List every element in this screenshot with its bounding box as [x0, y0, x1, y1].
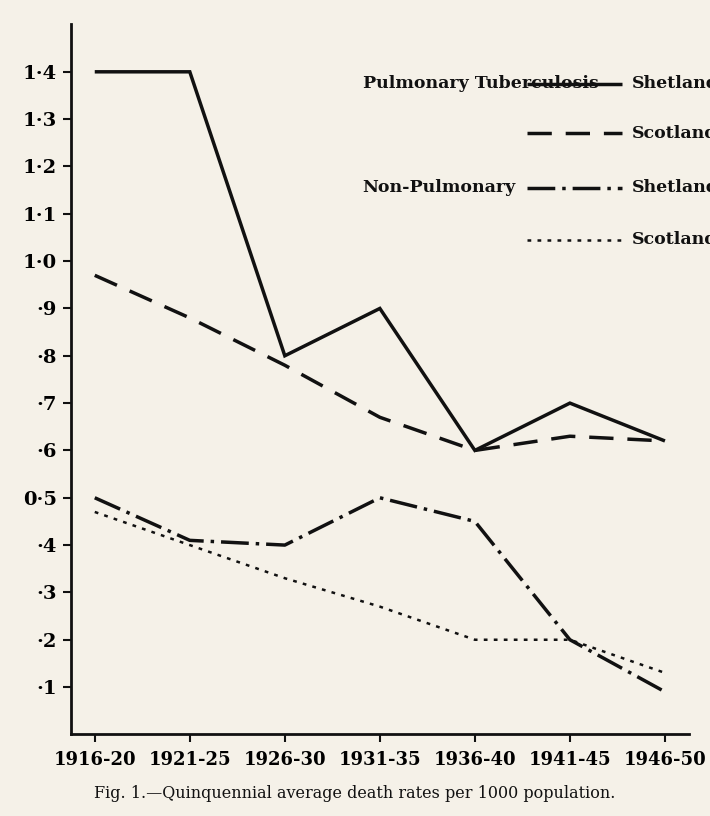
- Text: Fig. 1.—Quinquennial average death rates per 1000 population.: Fig. 1.—Quinquennial average death rates…: [94, 785, 616, 802]
- Text: Shetland: Shetland: [632, 180, 710, 197]
- Text: Scotland: Scotland: [632, 231, 710, 248]
- Text: Pulmonary Tuberculosis: Pulmonary Tuberculosis: [363, 75, 599, 92]
- Text: Shetland: Shetland: [632, 75, 710, 92]
- Text: Non-Pulmonary: Non-Pulmonary: [363, 180, 516, 197]
- Text: Scotland: Scotland: [632, 125, 710, 142]
